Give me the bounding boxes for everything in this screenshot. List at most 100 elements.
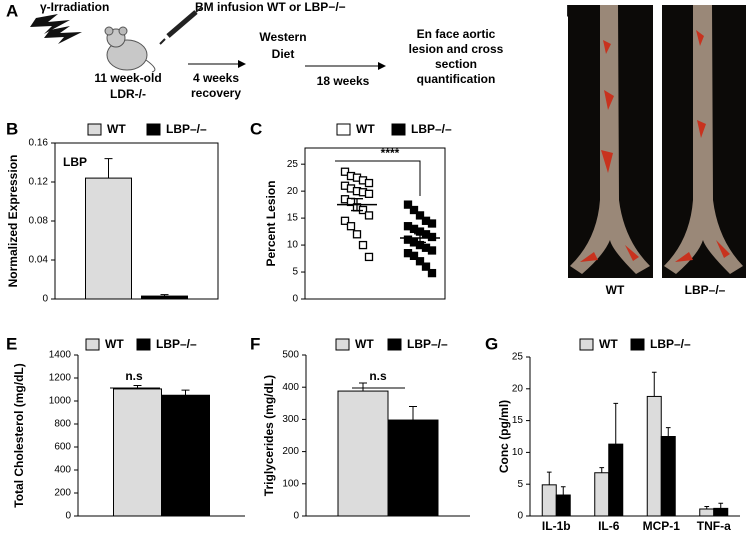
error-bar [599,467,605,473]
legend-swatch [146,123,161,136]
bar [713,507,729,517]
y-tick-label: 800 [54,419,71,430]
error-bar [133,384,142,389]
panel-label: B [6,119,18,138]
bar [555,494,571,517]
annotation: LBP [63,155,87,169]
x-tick-label: MCP-1 [643,519,681,533]
y-axis-label: Triglycerides (mg/dL) [262,375,276,496]
bar [337,390,389,517]
y-axis-label: Normalized Expression [6,155,20,288]
legend-swatch [87,123,102,136]
y-tick-label: 10 [287,240,299,251]
error-bar [359,382,367,392]
bar [85,177,132,300]
irradiation-label: γ-Irradiation [40,0,109,14]
annotation: n.s [369,369,387,383]
y-tick-label: 5 [517,479,523,490]
error-bar [409,406,417,421]
lightning-icon [30,14,70,34]
diet-label: Diet [272,47,295,61]
sem-bar [351,198,363,212]
point [364,178,374,188]
y-tick-label: 0 [292,294,298,305]
y-tick-label: 1200 [49,373,72,384]
legend-swatch [85,338,100,351]
bar [113,388,162,517]
y-tick-label: 0 [517,511,523,522]
y-tick-label: 1000 [49,396,72,407]
point [427,232,437,242]
y-tick-label: 20 [287,186,299,197]
significance-bracket [335,160,421,196]
arrow-head [378,62,386,70]
point [427,246,437,255]
point [415,257,425,266]
infusion-label: BM infusion WT or LBP−/− [195,0,346,14]
y-axis-label: Conc (pg/ml) [497,400,511,473]
x-tick-label: IL-6 [598,519,620,533]
y-tick-label: 200 [282,446,299,457]
legend-label: WT [356,122,375,136]
error-bar [651,371,657,397]
legend-label: LBP–/– [650,337,691,351]
panel-label: C [250,119,262,138]
y-tick-label: 25 [512,352,524,363]
point [421,262,431,271]
y-tick-label: 0 [42,294,48,305]
y-tick-label: 0 [293,511,299,522]
bar [646,395,662,517]
y-tick-label: 0 [65,511,71,522]
panel-label: A [6,1,18,20]
legend-label: WT [355,337,374,351]
bar [660,436,676,517]
legend-swatch [387,338,402,351]
error-bar [613,402,619,445]
point [346,222,356,231]
annotation: n.s [125,369,143,383]
legend-label: LBP–/– [166,122,207,136]
y-tick-label: 0.12 [29,177,49,188]
point [364,211,374,220]
point [415,211,425,220]
y-tick-label: 400 [282,382,299,393]
y-tick-label: 15 [512,415,524,426]
y-tick-label: 600 [54,442,71,453]
panel-label: G [485,334,498,353]
error-bar [560,486,566,496]
mouse-icon [104,26,156,73]
legend-swatch [579,338,594,351]
y-tick-label: 200 [54,488,71,499]
point [352,230,362,239]
y-axis-label: Percent Lesion [264,180,278,266]
endpoint-label: section [435,57,477,71]
legend-swatch [336,123,351,136]
error-bar [546,471,552,485]
y-tick-label: 500 [282,350,299,361]
y-tick-label: 400 [54,465,71,476]
bar [608,443,624,517]
y-tick-label: 0.16 [29,138,49,149]
point [358,240,368,250]
photo-label: WT [606,283,625,297]
y-tick-label: 5 [292,267,298,278]
legend-label: WT [599,337,618,351]
bar [541,484,557,517]
recovery-label: 4 weeks [193,71,239,85]
error-bar [160,294,169,297]
aorta-photo [568,5,653,278]
legend-swatch [391,123,406,136]
y-tick-label: 15 [287,213,299,224]
error-bar [704,505,710,510]
lightning-icon [44,26,82,44]
error-bar [718,502,724,509]
point [364,189,374,198]
endpoint-label: En face aortic [417,27,496,41]
bar [161,394,210,517]
legend-label: LBP–/– [156,337,197,351]
axis-line [529,357,740,517]
point [364,252,374,262]
legend-label: LBP–/– [407,337,448,351]
y-tick-label: 25 [287,159,299,170]
